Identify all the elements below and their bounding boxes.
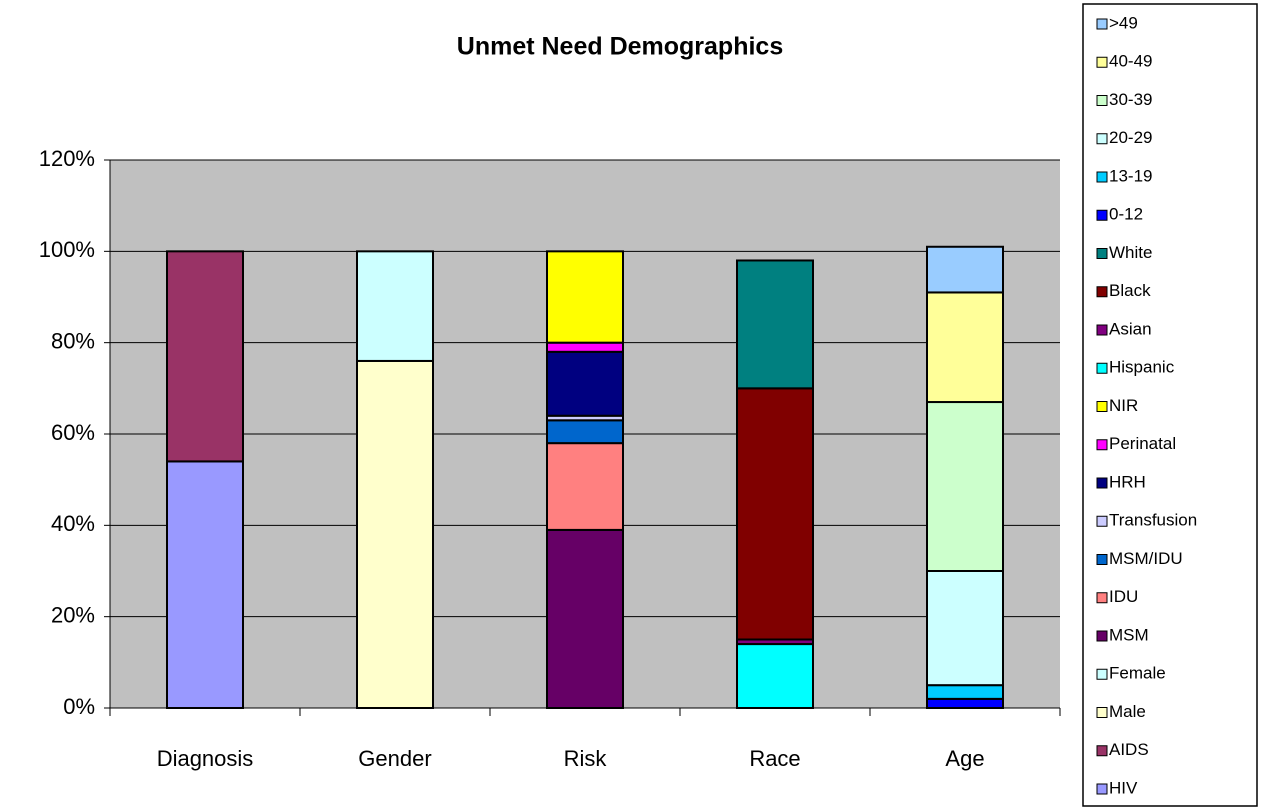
legend-label: 13-19 bbox=[1109, 166, 1152, 185]
bar-segment bbox=[736, 259, 814, 390]
legend-swatch bbox=[1096, 515, 1108, 527]
y-tick-label: 0% bbox=[63, 694, 95, 719]
x-tick-label: Diagnosis bbox=[157, 746, 254, 771]
legend-label: Female bbox=[1109, 664, 1166, 683]
y-tick-label: 100% bbox=[39, 237, 95, 262]
legend-label: 30-39 bbox=[1109, 90, 1152, 109]
bar-segment bbox=[546, 350, 624, 417]
bar-segment bbox=[166, 250, 244, 463]
bar-segment bbox=[356, 359, 434, 709]
legend-swatch bbox=[1096, 439, 1108, 451]
legend-swatch bbox=[1096, 401, 1108, 412]
legend-swatch bbox=[1096, 248, 1108, 259]
legend-label: Black bbox=[1109, 281, 1151, 300]
legend-label: Perinatal bbox=[1109, 434, 1176, 453]
y-tick-label: 60% bbox=[51, 420, 95, 445]
legend-swatch bbox=[1096, 324, 1108, 336]
legend-label: >49 bbox=[1109, 13, 1138, 32]
y-tick-label: 20% bbox=[51, 602, 95, 627]
legend-label: AIDS bbox=[1109, 740, 1149, 759]
legend-label: HRH bbox=[1109, 472, 1146, 491]
y-tick-label: 80% bbox=[51, 328, 95, 353]
legend-swatch bbox=[1096, 56, 1108, 68]
legend-label: Male bbox=[1109, 702, 1146, 721]
legend-swatch bbox=[1096, 630, 1108, 642]
x-tick-label: Gender bbox=[358, 746, 431, 771]
bar-segment bbox=[926, 684, 1004, 700]
legend-label: 0-12 bbox=[1109, 205, 1143, 224]
legend-swatch bbox=[1096, 362, 1108, 374]
bar-segment bbox=[926, 245, 1004, 294]
bar-segment bbox=[546, 250, 624, 344]
bar-segment bbox=[736, 387, 814, 641]
legend-swatch bbox=[1096, 477, 1108, 489]
x-tick-label: Age bbox=[945, 746, 984, 771]
legend-label: 40-49 bbox=[1109, 52, 1152, 71]
legend-swatch bbox=[1096, 783, 1108, 795]
legend-label: IDU bbox=[1109, 587, 1138, 606]
legend-label: HIV bbox=[1109, 778, 1138, 797]
legend-swatch bbox=[1096, 209, 1108, 221]
bar-segment bbox=[166, 460, 244, 709]
bar-segment bbox=[546, 419, 624, 445]
legend-swatch bbox=[1096, 133, 1108, 145]
legend-swatch bbox=[1096, 668, 1108, 680]
legend-label: Transfusion bbox=[1109, 511, 1197, 530]
legend-box bbox=[1082, 3, 1258, 807]
legend-swatch bbox=[1096, 171, 1108, 183]
legend-swatch bbox=[1096, 745, 1108, 757]
legend-swatch bbox=[1096, 286, 1108, 298]
legend-label: MSM/IDU bbox=[1109, 549, 1183, 568]
bar-segment bbox=[356, 250, 434, 362]
bar-segment bbox=[926, 401, 1004, 572]
legend-label: Asian bbox=[1109, 319, 1152, 338]
bar-segment bbox=[546, 442, 624, 531]
bar-segment bbox=[926, 570, 1004, 687]
bar-segment bbox=[546, 528, 624, 710]
x-tick-label: Risk bbox=[564, 746, 608, 771]
legend-label: White bbox=[1109, 243, 1152, 262]
bar-segment bbox=[546, 341, 624, 353]
bar-segment bbox=[926, 697, 1004, 709]
legend-label: MSM bbox=[1109, 625, 1149, 644]
y-tick-label: 40% bbox=[51, 511, 95, 536]
legend-label: Hispanic bbox=[1109, 358, 1175, 377]
x-tick-label: Race bbox=[749, 746, 800, 771]
y-tick-label: 120% bbox=[39, 146, 95, 171]
chart-title: Unmet Need Demographics bbox=[457, 33, 783, 61]
bar-segment bbox=[736, 643, 814, 709]
legend-swatch bbox=[1096, 554, 1108, 565]
legend-label: NIR bbox=[1109, 396, 1138, 415]
legend-swatch bbox=[1096, 18, 1108, 30]
legend-swatch bbox=[1096, 592, 1108, 604]
legend-label: 20-29 bbox=[1109, 128, 1152, 147]
legend-swatch bbox=[1096, 95, 1108, 106]
legend-swatch bbox=[1096, 707, 1108, 718]
bar-segment bbox=[926, 291, 1004, 404]
